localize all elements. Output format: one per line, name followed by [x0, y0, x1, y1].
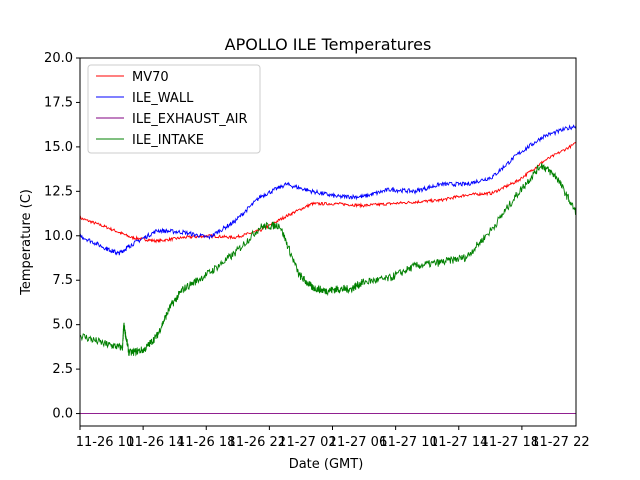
x-tick-label: 11-27 22	[531, 435, 589, 450]
legend-label: ILE_WALL	[132, 91, 194, 106]
x-tick-label: 11-26 22	[228, 435, 286, 450]
legend-label: ILE_EXHAUST_AIR	[132, 112, 248, 127]
y-tick-label: 12.5	[44, 184, 73, 199]
series-line-ile-intake	[79, 162, 577, 357]
x-tick-label: 11-27 18	[481, 435, 539, 450]
x-tick-label: 11-27 10	[379, 435, 437, 450]
y-tick-label: 20.0	[44, 51, 73, 66]
legend-label: MV70	[132, 70, 169, 85]
series-line-mv70	[79, 142, 577, 244]
x-tick-label: 11-27 06	[329, 435, 387, 450]
x-tick-label: 11-27 14	[430, 435, 488, 450]
y-tick-label: 15.0	[44, 140, 73, 155]
chart-title: APOLLO ILE Temperatures	[225, 35, 432, 54]
y-axis: 0.0 2.5 5.0 7.5 10.0 12.5 15.0 17.5 20.0	[44, 51, 80, 422]
y-axis-label: Temperature (C)	[19, 189, 34, 296]
y-tick-label: 17.5	[44, 95, 73, 110]
x-tick-label: 11-26 14	[126, 435, 184, 450]
legend-box	[87, 64, 261, 154]
y-tick-label: 2.5	[52, 362, 73, 377]
legend: MV70 ILE_WALL ILE_EXHAUST_AIR ILE_INTAKE	[87, 64, 261, 154]
x-tick-label: 11-26 10	[76, 435, 134, 450]
x-tick-label: 11-27 02	[278, 435, 336, 450]
series-line-ile-wall	[79, 124, 577, 256]
x-tick-label: 11-26 18	[177, 435, 235, 450]
plot-frame	[79, 57, 577, 427]
x-axis-label: Date (GMT)	[289, 457, 364, 472]
y-tick-label: 0.0	[52, 407, 73, 422]
y-tick-label: 7.5	[52, 273, 73, 288]
y-tick-label: 10.0	[44, 229, 73, 244]
series-lines	[79, 124, 577, 415]
legend-label: ILE_INTAKE	[132, 133, 204, 148]
y-tick-label: 5.0	[52, 318, 73, 333]
